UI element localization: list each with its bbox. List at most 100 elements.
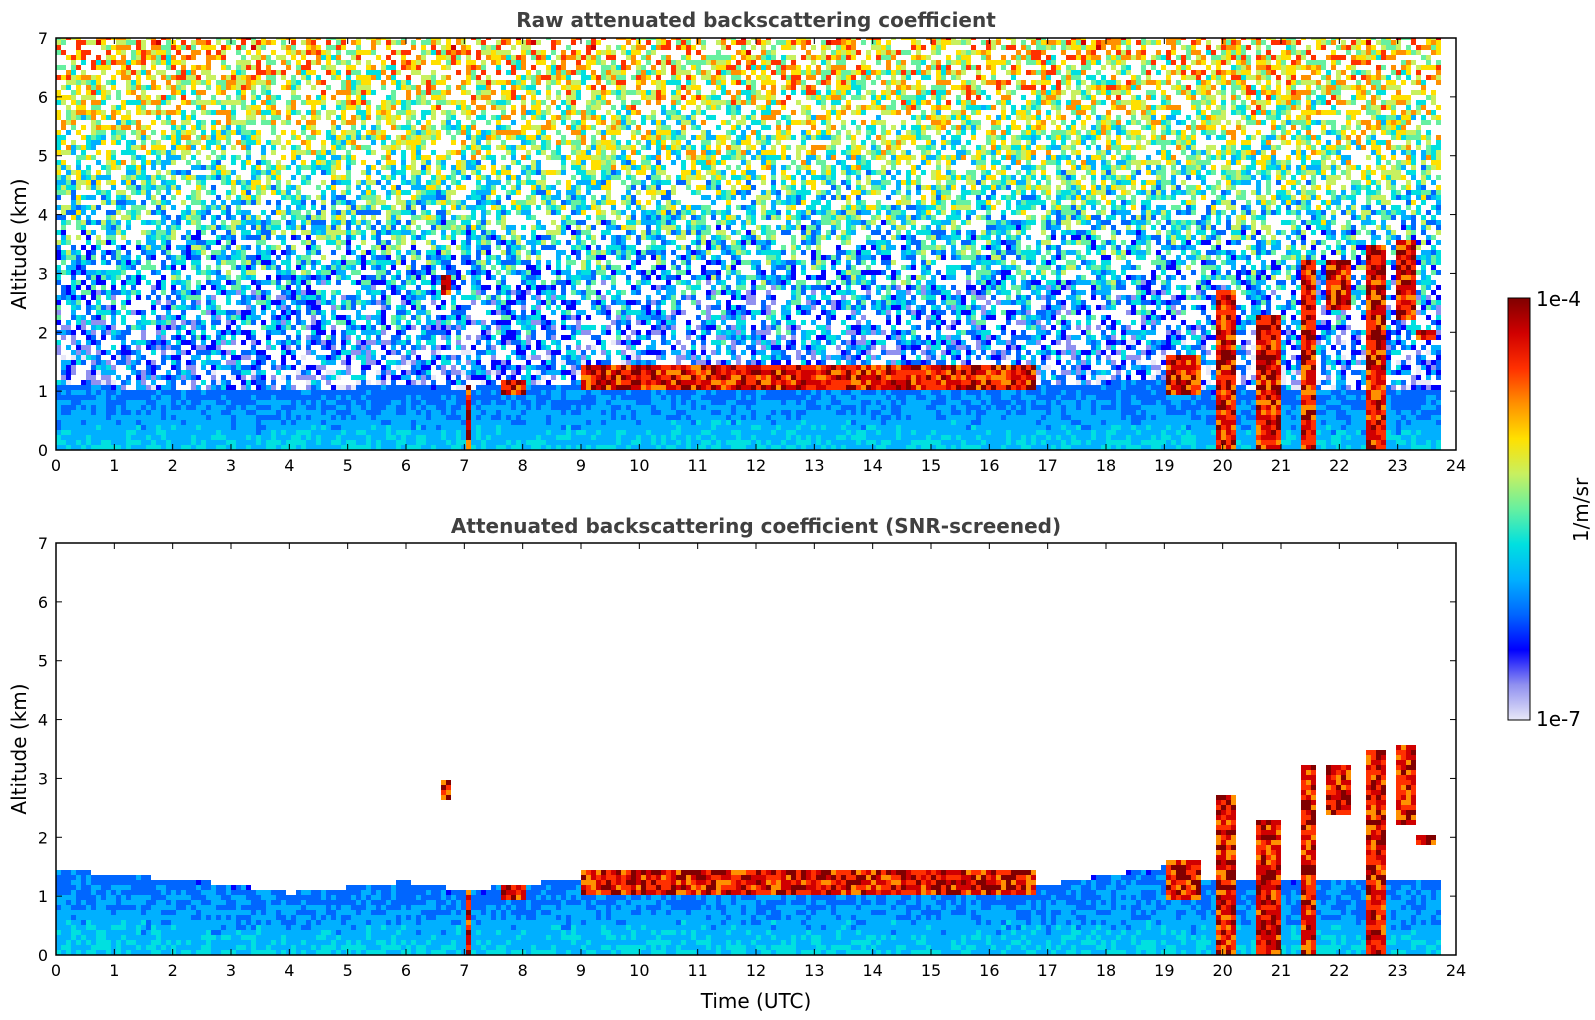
heatmap-cell: [226, 40, 231, 45]
heatmap-cell: [76, 75, 81, 80]
heatmap-cell: [466, 390, 471, 395]
heatmap-cell: [411, 195, 416, 200]
heatmap-cell: [381, 185, 386, 190]
heatmap-cell: [476, 370, 481, 375]
heatmap-cell: [271, 60, 276, 65]
heatmap-cell: [191, 240, 196, 245]
heatmap-cell: [326, 440, 331, 445]
heatmap-cell: [166, 85, 171, 90]
heatmap-cell: [341, 370, 346, 375]
heatmap-cell: [216, 170, 221, 175]
heatmap-cell: [336, 390, 341, 395]
heatmap-cell: [391, 315, 396, 320]
heatmap-cell: [206, 225, 211, 230]
heatmap-cell: [276, 115, 281, 120]
heatmap-cell: [356, 45, 361, 50]
heatmap-cell: [161, 150, 166, 155]
heatmap-cell: [431, 38, 436, 40]
heatmap-cell: [456, 335, 461, 340]
heatmap-cell: [316, 425, 321, 430]
heatmap-cell: [66, 325, 71, 330]
heatmap-cell: [71, 60, 76, 65]
heatmap-cell: [341, 60, 346, 65]
heatmap-cell: [476, 335, 481, 340]
heatmap-cell: [471, 390, 476, 395]
heatmap-cell: [316, 410, 321, 415]
heatmap-cell: [386, 240, 391, 245]
heatmap-cell: [451, 175, 456, 180]
heatmap-cell: [256, 175, 261, 180]
heatmap-cell: [411, 305, 416, 310]
heatmap-cell: [236, 175, 241, 180]
heatmap-cell: [436, 445, 441, 450]
heatmap-cell: [296, 360, 301, 365]
heatmap-cell: [156, 270, 161, 275]
heatmap-cell: [396, 390, 401, 395]
heatmap-cell: [66, 295, 71, 300]
heatmap-cell: [326, 160, 331, 165]
heatmap-cell: [106, 200, 111, 205]
heatmap-cell: [336, 235, 341, 240]
heatmap-cell: [471, 70, 476, 75]
heatmap-cell: [346, 275, 351, 280]
heatmap-cell: [451, 440, 456, 445]
heatmap-cell: [241, 185, 246, 190]
heatmap-cell: [446, 325, 451, 330]
heatmap-cell: [176, 215, 181, 220]
heatmap-cell: [376, 280, 381, 285]
heatmap-cell: [81, 195, 86, 200]
heatmap-cell: [341, 355, 346, 360]
heatmap-cell: [426, 80, 431, 85]
heatmap-cell: [356, 210, 361, 215]
heatmap-cell: [241, 430, 246, 435]
heatmap-cell: [321, 225, 326, 230]
heatmap-cell: [471, 38, 476, 40]
heatmap-cell: [201, 145, 206, 150]
heatmap-cell: [371, 445, 376, 450]
heatmap-cell: [331, 305, 336, 310]
heatmap-cell: [206, 355, 211, 360]
heatmap-cell: [106, 290, 111, 295]
heatmap-cell: [286, 410, 291, 415]
heatmap-cell: [76, 155, 81, 160]
heatmap-cell: [471, 370, 476, 375]
heatmap-cell: [266, 395, 271, 400]
heatmap-cell: [481, 390, 486, 395]
heatmap-cell: [316, 405, 321, 410]
heatmap-cell: [231, 260, 236, 265]
heatmap-cell: [146, 415, 151, 420]
heatmap-cell: [136, 445, 141, 450]
heatmap-cell: [151, 420, 156, 425]
heatmap-cell: [111, 215, 116, 220]
heatmap-cell: [311, 165, 316, 170]
heatmap-cell: [91, 315, 96, 320]
heatmap-cell: [266, 290, 271, 295]
heatmap-cell: [481, 240, 486, 245]
heatmap-cell: [451, 425, 456, 430]
heatmap-cell: [351, 145, 356, 150]
heatmap-cell: [471, 170, 476, 175]
heatmap-cell: [226, 175, 231, 180]
heatmap-cell: [206, 135, 211, 140]
heatmap-cell: [56, 175, 61, 180]
heatmap-cell: [461, 155, 466, 160]
heatmap-cell: [266, 345, 271, 350]
heatmap-cell: [401, 310, 406, 315]
heatmap-cell: [256, 140, 261, 145]
heatmap-cell: [271, 210, 276, 215]
heatmap-cell: [376, 110, 381, 115]
heatmap-cell: [116, 440, 121, 445]
heatmap-cell: [121, 100, 126, 105]
heatmap-cell: [221, 425, 226, 430]
heatmap-cell: [361, 400, 366, 405]
heatmap-cell: [111, 135, 116, 140]
heatmap-cell: [206, 295, 211, 300]
heatmap-cell: [131, 70, 136, 75]
heatmap-cell: [201, 445, 206, 450]
heatmap-cell: [96, 245, 101, 250]
heatmap-cell: [76, 105, 81, 110]
heatmap-cell: [86, 320, 91, 325]
heatmap-cell: [371, 400, 376, 405]
heatmap-cell: [126, 240, 131, 245]
heatmap-cell: [421, 270, 426, 275]
